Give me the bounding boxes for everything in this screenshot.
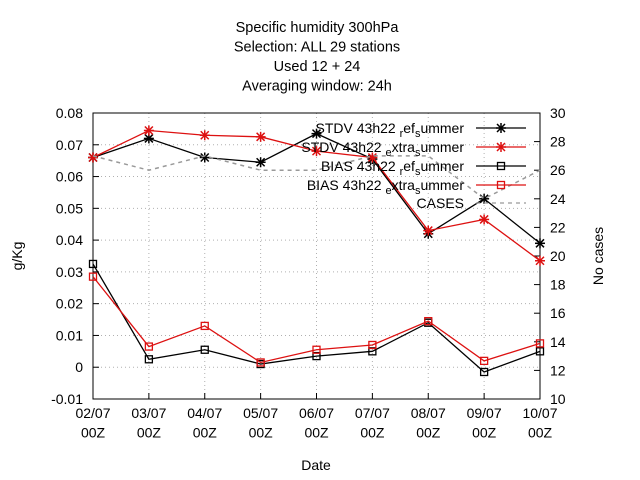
y-tick-label: 0.07 xyxy=(56,137,83,153)
y-axis-ticks: -0.01 0 0.01 0.02 0.03 0.04 0.05 0.06 0.07 0.08 xyxy=(51,105,99,407)
y-axis-label: g/Kg xyxy=(9,242,25,271)
data-point xyxy=(479,356,489,366)
x-tick-label: 00Z xyxy=(360,425,385,441)
series-line xyxy=(92,263,541,373)
y2-tick-label: 12 xyxy=(550,362,566,378)
y-tick-label: 0.08 xyxy=(56,105,83,121)
data-point xyxy=(88,272,98,281)
y2-tick-label: 24 xyxy=(550,191,566,207)
data-point xyxy=(479,367,489,377)
y2-tick-label: 18 xyxy=(550,277,566,293)
legend-label: STDV 43h22 refsummer xyxy=(316,120,465,140)
x-tick-label: 03/07 xyxy=(131,405,166,421)
legend-marker xyxy=(496,180,506,190)
x-tick-label: 00Z xyxy=(249,425,274,441)
x-tick-label: 09/07 xyxy=(467,405,502,421)
legend-label: STDV 43h22 extrasummer xyxy=(301,139,464,159)
x-tick-label: 00Z xyxy=(304,425,329,441)
x-tick-label: 00Z xyxy=(81,425,106,441)
data-point xyxy=(200,345,209,354)
y2-tick-label: 30 xyxy=(550,105,566,121)
x-tick-label: 00Z xyxy=(137,425,162,441)
x-tick-label: 10/07 xyxy=(522,405,557,421)
x-axis-label: Date xyxy=(301,457,331,473)
data-point xyxy=(88,259,98,269)
data-point xyxy=(200,321,209,331)
x-tick-label: 00Z xyxy=(193,425,218,441)
x-tick-label: 07/07 xyxy=(355,405,390,421)
x-tick-label: 06/07 xyxy=(299,405,334,421)
y2-tick-label: 22 xyxy=(550,219,566,235)
x-tick-label: 00Z xyxy=(472,425,497,441)
x-tick-label: 00Z xyxy=(528,425,553,441)
y-tick-label: 0.03 xyxy=(56,264,83,280)
data-point xyxy=(312,345,321,354)
y2-axis-label: No cases xyxy=(590,227,606,285)
chart-title-block: Specific humidity 300hPa Selection: ALL 2… xyxy=(234,20,400,95)
legend-label: BIAS 43h22 extrasummer xyxy=(307,177,464,197)
data-point xyxy=(424,316,433,326)
y-tick-label: 0.02 xyxy=(56,296,83,312)
series-1 xyxy=(88,125,545,266)
y-tick-label: 0.04 xyxy=(56,232,83,248)
data-point xyxy=(144,355,154,364)
chart-subtitle-line: Used 12 + 24 xyxy=(274,59,361,75)
series-line xyxy=(92,276,541,364)
y2-tick-label: 28 xyxy=(550,134,566,150)
x-tick-label: 02/07 xyxy=(75,405,110,421)
chart-subtitle-line: Selection: ALL 29 stations xyxy=(234,40,400,56)
y2-tick-label: 14 xyxy=(550,334,566,350)
x-tick-label: 00Z xyxy=(416,425,441,441)
y-tick-label: 0.01 xyxy=(56,327,83,343)
data-point xyxy=(144,342,154,351)
legend-label: CASES xyxy=(417,195,464,211)
y-tick-label: 0.06 xyxy=(56,169,83,185)
legend-marker xyxy=(496,161,506,171)
series-layer xyxy=(88,125,545,377)
y2-axis-ticks: 10 12 14 16 18 20 22 24 26 28 30 xyxy=(534,105,566,407)
data-point xyxy=(256,358,265,367)
x-tick-label: 08/07 xyxy=(411,405,446,421)
data-point xyxy=(535,347,545,356)
x-tick-label: 04/07 xyxy=(187,405,222,421)
y-tick-label: 0.05 xyxy=(56,200,83,216)
legend-label: BIAS 43h22 refsummer xyxy=(321,158,464,178)
y-tick-label: -0.01 xyxy=(51,391,83,407)
chart-subtitle-line: Averaging window: 24h xyxy=(242,79,392,95)
data-point xyxy=(535,339,545,348)
y2-tick-label: 26 xyxy=(550,162,566,178)
y2-tick-label: 16 xyxy=(550,305,566,321)
x-tick-label: 05/07 xyxy=(243,405,278,421)
chart-title: Specific humidity 300hPa xyxy=(236,20,400,36)
y-tick-label: 0 xyxy=(75,359,83,375)
x-axis-ticks: 02/07 00Z 03/07 00Z 04/07 00Z 05/07 00Z 06/07 00Z… xyxy=(75,393,558,441)
y2-tick-label: 20 xyxy=(550,248,566,264)
series-3 xyxy=(88,272,545,367)
data-point xyxy=(368,340,377,350)
y2-tick-label: 10 xyxy=(550,391,566,407)
